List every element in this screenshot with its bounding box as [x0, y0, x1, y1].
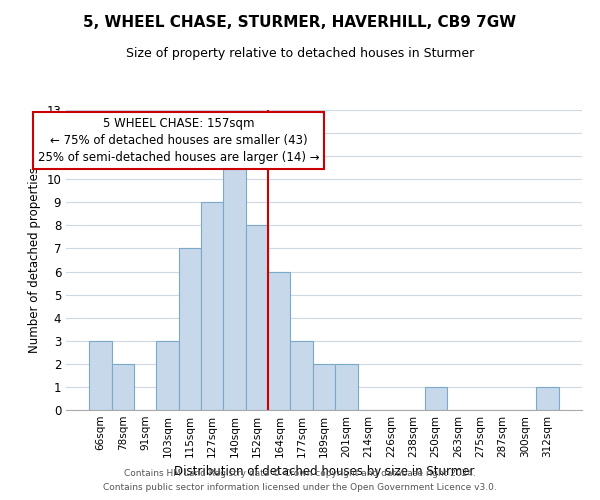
- Bar: [89, 341, 112, 410]
- Bar: [425, 387, 447, 410]
- Bar: [112, 364, 134, 410]
- Bar: [268, 272, 290, 410]
- Bar: [157, 341, 179, 410]
- Bar: [335, 364, 358, 410]
- Text: Contains public sector information licensed under the Open Government Licence v3: Contains public sector information licen…: [103, 484, 497, 492]
- Bar: [223, 156, 246, 410]
- Bar: [246, 226, 268, 410]
- Y-axis label: Number of detached properties: Number of detached properties: [28, 167, 41, 353]
- Text: Contains HM Land Registry data © Crown copyright and database right 2024.: Contains HM Land Registry data © Crown c…: [124, 468, 476, 477]
- Text: 5 WHEEL CHASE: 157sqm
← 75% of detached houses are smaller (43)
25% of semi-deta: 5 WHEEL CHASE: 157sqm ← 75% of detached …: [38, 117, 320, 164]
- Bar: [179, 248, 201, 410]
- Text: Size of property relative to detached houses in Sturmer: Size of property relative to detached ho…: [126, 48, 474, 60]
- Bar: [536, 387, 559, 410]
- X-axis label: Distribution of detached houses by size in Sturmer: Distribution of detached houses by size …: [174, 466, 474, 478]
- Bar: [290, 341, 313, 410]
- Bar: [313, 364, 335, 410]
- Text: 5, WHEEL CHASE, STURMER, HAVERHILL, CB9 7GW: 5, WHEEL CHASE, STURMER, HAVERHILL, CB9 …: [83, 15, 517, 30]
- Bar: [201, 202, 223, 410]
